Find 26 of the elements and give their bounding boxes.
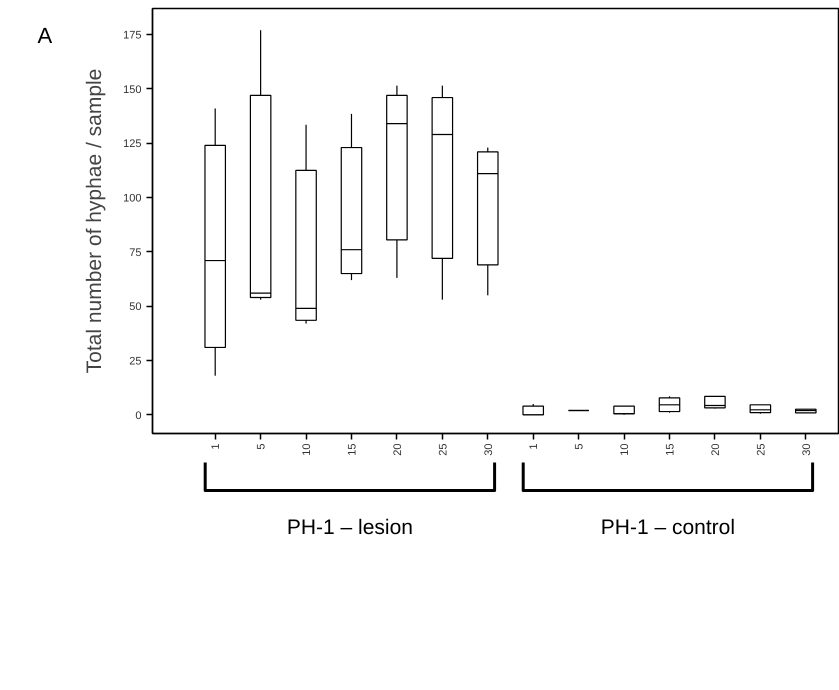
text: A xyxy=(38,22,52,48)
y-tick-label: 0 xyxy=(135,410,142,422)
x-tick-label: 10 xyxy=(619,443,632,456)
x-tick-label: 25 xyxy=(437,443,450,456)
y-tick-label: 75 xyxy=(129,246,142,259)
text: PH-1 – lesion xyxy=(286,516,413,539)
x-tick-label: 1 xyxy=(528,443,540,450)
y-axis-title: Total number of hyphae / sample xyxy=(83,68,106,374)
y-tick-label: 175 xyxy=(123,30,142,42)
y-tick-label: 100 xyxy=(123,192,142,205)
x-tick-label: 25 xyxy=(755,443,768,456)
x-tick-label: 20 xyxy=(710,443,722,456)
text: PH-1 – control xyxy=(600,516,736,539)
x-tick-label: 20 xyxy=(392,443,404,456)
x-tick-label: 1 xyxy=(210,443,222,450)
x-tick-label: 10 xyxy=(301,443,314,456)
y-tick-label: 25 xyxy=(129,355,142,368)
x-tick-label: 5 xyxy=(256,443,268,450)
y-tick-label: 50 xyxy=(129,301,142,314)
x-tick-label: 30 xyxy=(482,443,495,456)
x-tick-label: 5 xyxy=(574,443,586,450)
y-tick-label: 150 xyxy=(123,84,142,96)
x-tick-label: 15 xyxy=(346,443,358,456)
x-tick-label: 15 xyxy=(664,443,676,456)
y-tick-label: 125 xyxy=(123,138,142,150)
x-tick-label: 30 xyxy=(800,443,813,456)
